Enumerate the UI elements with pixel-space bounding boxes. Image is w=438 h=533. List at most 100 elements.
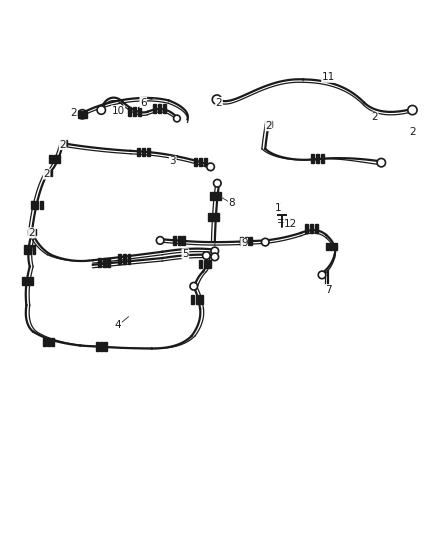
Text: 2: 2 [59,140,66,150]
Bar [134,107,136,116]
Bar [95,342,99,351]
Bar [208,213,211,221]
Text: 7: 7 [325,285,332,295]
Circle shape [377,158,385,167]
Circle shape [212,95,222,104]
Bar [78,111,87,118]
Bar [128,107,131,116]
Bar [199,260,202,268]
Bar [245,237,248,246]
Bar [250,237,252,246]
Bar [314,224,318,233]
Text: 2: 2 [71,108,77,118]
Text: 6: 6 [140,98,147,108]
Bar [21,277,25,286]
Bar [31,201,34,209]
Bar [44,170,52,176]
Bar [100,342,103,351]
Text: 2: 2 [215,98,223,108]
Bar [311,154,314,163]
Bar [57,155,60,163]
Bar [305,224,308,233]
Bar [316,154,319,163]
Text: 11: 11 [321,72,335,82]
Bar [118,254,121,263]
Text: 2: 2 [371,112,378,122]
Bar [335,243,337,250]
Bar [163,104,166,112]
Bar [204,260,207,268]
Bar [60,140,67,147]
Circle shape [173,115,180,122]
Bar [107,257,110,267]
Bar [49,155,52,163]
Circle shape [261,238,269,246]
Bar [216,213,219,221]
Bar [158,104,161,112]
Bar [53,155,56,163]
Bar [104,342,107,351]
Text: 2: 2 [265,120,272,131]
Text: 2: 2 [409,127,416,137]
Bar [214,192,217,200]
Bar [330,243,333,250]
Circle shape [211,253,219,261]
Bar [138,107,141,116]
Bar [212,213,215,221]
Circle shape [78,110,87,119]
Bar [28,229,35,235]
Circle shape [156,237,164,244]
Bar [173,236,176,245]
Bar [103,257,106,267]
Bar [182,236,185,245]
Bar [35,201,39,209]
Bar [310,224,313,233]
Bar [137,148,140,156]
Bar [194,158,197,166]
Bar [26,277,29,286]
Bar [40,201,42,209]
Bar [321,154,324,163]
Text: 1: 1 [275,203,281,213]
Text: 3: 3 [170,156,176,166]
Bar [200,295,203,303]
Circle shape [214,180,221,187]
Circle shape [190,282,198,290]
Bar [147,148,150,156]
Bar [191,295,194,303]
Bar [196,295,198,303]
Bar [210,192,213,200]
Circle shape [211,247,219,255]
Bar [177,236,180,245]
Text: 4: 4 [115,320,121,330]
Bar [153,104,156,112]
Bar [326,243,329,250]
Bar [123,254,126,263]
Text: 2: 2 [28,228,35,238]
Bar [28,246,31,254]
Bar [240,237,243,246]
Bar [30,277,33,286]
Bar [127,254,131,263]
Circle shape [318,271,326,279]
Circle shape [97,106,106,114]
Circle shape [207,163,214,171]
Bar [142,148,145,156]
Bar [32,246,35,254]
Text: 2: 2 [43,169,50,179]
Bar [198,158,201,166]
Text: 8: 8 [228,198,235,208]
Bar [219,192,221,200]
Bar [24,246,27,254]
Bar [265,122,272,127]
Bar [208,260,211,268]
Circle shape [203,252,210,260]
Text: 10: 10 [112,106,125,116]
Bar [98,257,101,267]
Text: 5: 5 [182,249,189,259]
Text: 9: 9 [241,238,247,248]
Bar [51,338,54,346]
Text: 12: 12 [284,220,297,229]
Bar [204,158,207,166]
Circle shape [408,106,417,115]
